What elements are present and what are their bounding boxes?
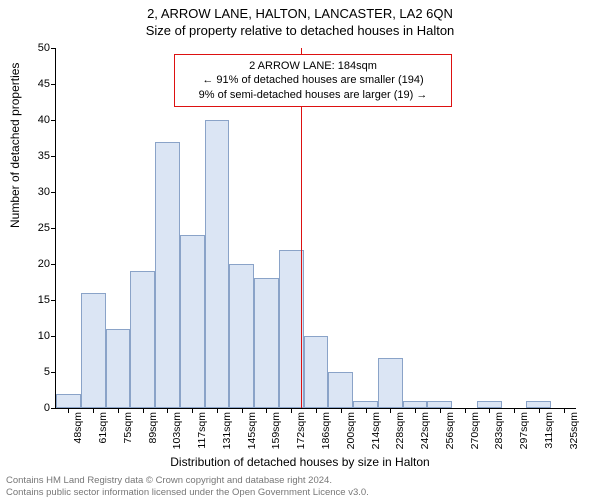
x-tick-mark: [68, 408, 69, 413]
x-tick-label: 48sqm: [72, 412, 84, 444]
histogram-bar: [403, 401, 428, 408]
y-tick-label: 40: [20, 114, 50, 126]
histogram-bar: [304, 336, 329, 408]
x-tick-label: 256sqm: [444, 412, 456, 449]
histogram-bar: [254, 278, 279, 408]
page-title: 2, ARROW LANE, HALTON, LANCASTER, LA2 6Q…: [0, 0, 600, 21]
histogram-bar: [155, 142, 180, 408]
y-tick-label: 5: [20, 366, 50, 378]
y-tick-label: 15: [20, 294, 50, 306]
y-tick-mark: [51, 300, 56, 301]
y-tick-label: 0: [20, 402, 50, 414]
y-tick-mark: [51, 156, 56, 157]
y-tick-label: 30: [20, 186, 50, 198]
histogram-bar: [130, 271, 155, 408]
x-tick-label: 325sqm: [568, 412, 580, 449]
x-tick-mark: [316, 408, 317, 413]
y-tick-label: 10: [20, 330, 50, 342]
x-tick-mark: [514, 408, 515, 413]
histogram-bar: [477, 401, 502, 408]
x-tick-mark: [415, 408, 416, 413]
x-tick-label: 242sqm: [419, 412, 431, 449]
histogram-bar: [353, 401, 378, 408]
y-tick-mark: [51, 192, 56, 193]
x-tick-label: 228sqm: [394, 412, 406, 449]
y-tick-mark: [51, 408, 56, 409]
histogram-bar: [106, 329, 131, 408]
histogram-bar: [328, 372, 353, 408]
x-tick-mark: [167, 408, 168, 413]
x-tick-label: 117sqm: [196, 412, 208, 449]
x-tick-mark: [489, 408, 490, 413]
x-tick-mark: [341, 408, 342, 413]
x-tick-label: 297sqm: [518, 412, 530, 449]
x-tick-mark: [465, 408, 466, 413]
x-axis-label: Distribution of detached houses by size …: [0, 455, 600, 469]
footer-text: Contains HM Land Registry data © Crown c…: [6, 475, 369, 498]
y-tick-label: 35: [20, 150, 50, 162]
x-tick-label: 186sqm: [320, 412, 332, 449]
y-tick-label: 45: [20, 78, 50, 90]
x-tick-label: 145sqm: [246, 412, 258, 449]
histogram-bar: [205, 120, 230, 408]
histogram-bar: [427, 401, 452, 408]
histogram-bar: [526, 401, 551, 408]
x-tick-mark: [390, 408, 391, 413]
y-tick-mark: [51, 264, 56, 265]
histogram-bar: [81, 293, 106, 408]
x-tick-label: 131sqm: [221, 412, 233, 449]
x-tick-mark: [143, 408, 144, 413]
x-tick-label: 103sqm: [171, 412, 183, 449]
x-tick-mark: [291, 408, 292, 413]
histogram-bar: [229, 264, 254, 408]
plot-area: 0510152025303540455048sqm61sqm75sqm89sqm…: [55, 48, 576, 409]
x-tick-label: 61sqm: [97, 412, 109, 444]
page-subtitle: Size of property relative to detached ho…: [0, 21, 600, 38]
annotation-line1: 2 ARROW LANE: 184sqm: [183, 59, 443, 73]
x-tick-mark: [539, 408, 540, 413]
histogram-bar: [378, 358, 403, 408]
x-tick-label: 283sqm: [493, 412, 505, 449]
x-tick-mark: [242, 408, 243, 413]
annotation-line3: 9% of semi-detached houses are larger (1…: [183, 88, 443, 102]
annotation-box: 2 ARROW LANE: 184sqm← 91% of detached ho…: [174, 54, 452, 107]
y-tick-label: 50: [20, 42, 50, 54]
x-tick-label: 200sqm: [345, 412, 357, 449]
y-tick-label: 25: [20, 222, 50, 234]
x-tick-mark: [118, 408, 119, 413]
y-tick-mark: [51, 372, 56, 373]
x-tick-mark: [217, 408, 218, 413]
x-tick-mark: [564, 408, 565, 413]
y-tick-label: 20: [20, 258, 50, 270]
x-tick-label: 89sqm: [147, 412, 159, 444]
y-tick-mark: [51, 120, 56, 121]
chart-container: 2, ARROW LANE, HALTON, LANCASTER, LA2 6Q…: [0, 0, 600, 500]
x-tick-mark: [266, 408, 267, 413]
histogram-bar: [279, 250, 304, 408]
x-tick-label: 214sqm: [370, 412, 382, 449]
x-tick-label: 311sqm: [543, 412, 555, 449]
y-tick-mark: [51, 228, 56, 229]
x-tick-mark: [93, 408, 94, 413]
y-tick-mark: [51, 48, 56, 49]
footer-line1: Contains HM Land Registry data © Crown c…: [6, 475, 369, 486]
histogram-bar: [180, 235, 205, 408]
x-tick-label: 172sqm: [295, 412, 307, 449]
x-tick-mark: [440, 408, 441, 413]
x-tick-label: 75sqm: [122, 412, 134, 444]
histogram-bar: [56, 394, 81, 408]
footer-line2: Contains public sector information licen…: [6, 487, 369, 498]
x-tick-label: 159sqm: [270, 412, 282, 449]
x-tick-mark: [366, 408, 367, 413]
y-tick-mark: [51, 336, 56, 337]
x-tick-mark: [192, 408, 193, 413]
y-tick-mark: [51, 84, 56, 85]
x-tick-label: 270sqm: [469, 412, 481, 449]
annotation-line2: ← 91% of detached houses are smaller (19…: [183, 73, 443, 87]
